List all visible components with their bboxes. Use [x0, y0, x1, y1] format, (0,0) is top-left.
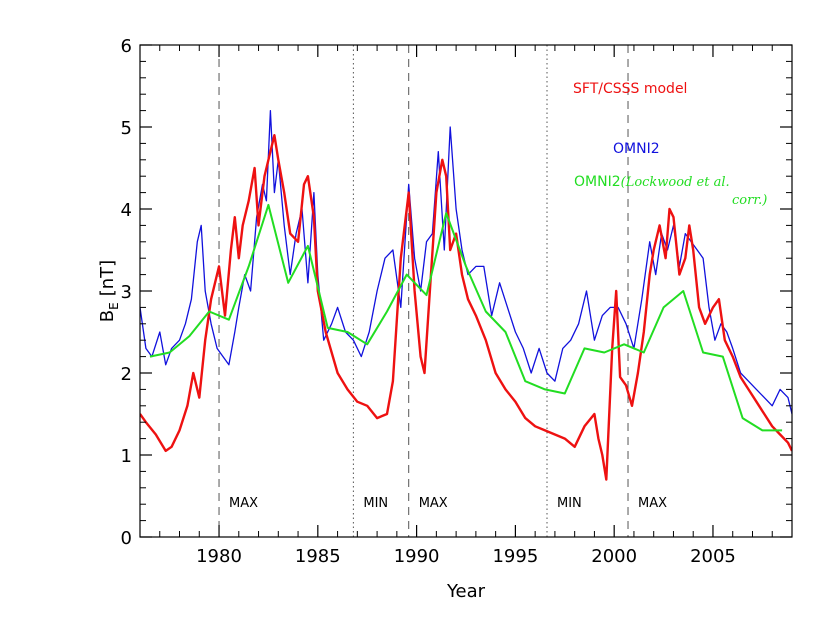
cycle-label-4: MAX [638, 496, 667, 511]
cycle-label-3: MIN [557, 496, 582, 511]
y-axis-label-subscript: E [107, 302, 121, 310]
legend: SFT/CSSS model OMNI2 OMNI2(Lockwood et a… [573, 81, 767, 208]
x-tick-label-3: 1995 [492, 546, 538, 567]
legend-lockwood-line2: corr.) [732, 193, 767, 208]
x-tick-label-0: 1980 [196, 546, 242, 567]
cycle-label-1: MIN [363, 496, 388, 511]
legend-lockwood-italic: Lockwood et al. [625, 175, 730, 190]
legend-omni2: OMNI2 [613, 141, 660, 157]
y-tick-label-0: 0 [121, 528, 132, 549]
legend-lockwood-prefix: OMNI2 [574, 174, 621, 190]
series-layer [140, 109, 792, 481]
legend-lockwood: OMNI2(Lockwood et al. [574, 174, 730, 190]
y-axis-label: BE [nT] [97, 260, 121, 322]
cycle-label-2: MAX [419, 496, 448, 511]
x-axis-label: Year [446, 581, 486, 602]
y-tick-label-1: 1 [121, 446, 132, 467]
x-tick-label-5: 2005 [690, 546, 736, 567]
y-tick-label-5: 5 [121, 118, 132, 139]
x-tick-label-2: 1990 [394, 546, 440, 567]
series-line-2 [149, 203, 783, 432]
y-axis-label-main: B [97, 310, 118, 322]
x-tick-label-4: 2000 [591, 546, 637, 567]
legend-sft: SFT/CSSS model [573, 81, 687, 97]
y-tick-label-4: 4 [121, 200, 132, 221]
y-tick-label-6: 6 [121, 36, 132, 57]
x-tick-label-1: 1985 [295, 546, 341, 567]
cycle-label-0: MAX [229, 496, 258, 511]
legend-lockwood-corr: corr. [732, 193, 762, 208]
legend-lockwood-open: ( [621, 175, 627, 190]
y-tick-label-3: 3 [121, 282, 132, 303]
legend-lockwood-close: ) [761, 193, 767, 208]
axes-layer: 0 1 2 3 4 5 6 1980 1985 1990 1995 2000 2005 MAX MIN MAX… [121, 36, 793, 567]
vertical-lines-layer [218, 45, 629, 537]
series-line-0 [140, 133, 792, 481]
svg-text:BE[nT]: BE [nT] [97, 260, 121, 322]
series-line-1 [140, 109, 792, 415]
y-tick-label-2: 2 [121, 364, 132, 385]
y-axis-label-unit: [nT] [97, 260, 118, 296]
